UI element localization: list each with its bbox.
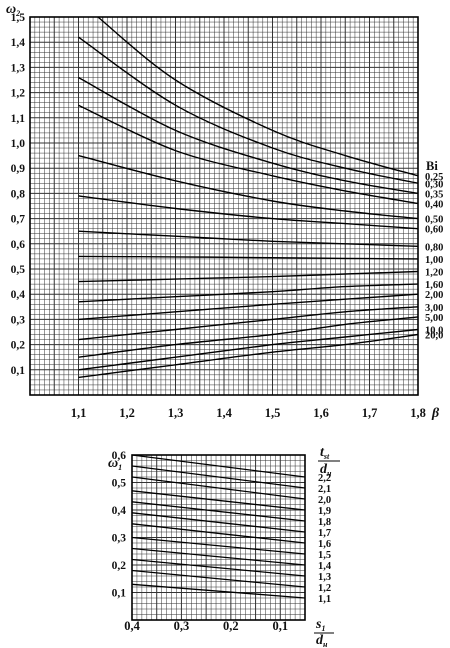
series-label-ratio: 1,6 (318, 539, 331, 550)
series-line-bi (78, 270, 419, 283)
series-line-bi (78, 333, 419, 379)
series-line-ratio (131, 547, 306, 566)
y-tick-label: 1,0 (11, 138, 26, 150)
y-tick-label: 0,1 (112, 588, 127, 600)
series-line-ratio (131, 490, 306, 511)
series-line-bi (78, 154, 419, 220)
y-tick-label: 0,4 (112, 505, 127, 517)
chart-omega2-vs-beta: 0,250,300,350,400,500,600,801,001,201,60… (6, 2, 443, 421)
series-line-ratio (131, 523, 306, 544)
x-tick-label: 1,7 (362, 406, 378, 420)
series-label-ratio: 1,3 (318, 572, 331, 583)
x-axis-label: β (431, 406, 440, 421)
y-tick-label: 0,3 (11, 314, 26, 326)
series-line-bi (78, 76, 419, 195)
series-line-ratio (131, 454, 306, 478)
x-axis-label-numerator: s1 (315, 617, 325, 633)
series-label-ratio: 2,0 (318, 495, 331, 506)
series-line-bi (78, 230, 419, 247)
y-tick-label: 0,5 (112, 478, 127, 490)
y-axis-label: ω1 (108, 456, 122, 472)
series-label-ratio: 2,1 (318, 484, 331, 495)
y-tick-label: 0,9 (11, 163, 26, 175)
y-tick-label: 0,3 (112, 533, 127, 545)
series-label-bi: 1,20 (425, 268, 443, 279)
y-tick-label: 0,5 (11, 264, 26, 276)
series-label-ratio: 1,1 (318, 594, 331, 605)
series-label-bi: 0,25 (425, 172, 443, 183)
series-line-bi (78, 283, 419, 303)
y-tick-label: 0,4 (11, 289, 26, 301)
y-tick-label: 1,1 (11, 113, 26, 125)
series-label-ratio: 1,4 (318, 561, 332, 572)
series-label-ratio: 1,9 (318, 506, 331, 517)
y-tick-label: 1,2 (11, 88, 26, 100)
x-tick-label: 1,6 (313, 406, 329, 420)
series-label-ratio: 1,7 (318, 528, 331, 539)
y-tick-label: 0,7 (11, 214, 26, 226)
series-label-bi: 0,60 (425, 225, 443, 236)
series-label-bi: 0,80 (425, 242, 443, 253)
x-tick-label: 1,2 (119, 406, 135, 420)
series-line-ratio (131, 501, 306, 522)
y-tick-label: 0,2 (112, 560, 127, 572)
series-line-ratio (131, 536, 306, 555)
series-label-bi: 2,00 (425, 290, 443, 301)
series-line-ratio (131, 558, 306, 577)
series-label-bi: 5,00 (425, 313, 443, 324)
series-line-ratio (131, 465, 306, 489)
y-tick-label: 0,2 (11, 340, 26, 352)
x-tick-label: 1,1 (71, 406, 87, 420)
legend-label-numerator: tst (320, 445, 330, 461)
series-label-ratio: 1,8 (318, 517, 331, 528)
series-label-bi: 0,30 (425, 179, 443, 190)
series-label-ratio: 1,5 (318, 550, 331, 561)
series-label-bi: 0,40 (425, 199, 443, 210)
series-label-bi: 3,00 (425, 303, 443, 314)
x-tick-label: 0,4 (124, 619, 140, 633)
series-line-ratio (131, 512, 306, 533)
series-label-bi: 20,0 (425, 331, 443, 342)
series-line-ratio (131, 583, 306, 599)
legend-label-denominator: dн (320, 462, 332, 478)
legend-title: Bi (426, 159, 438, 173)
grid-line-top-frame (29, 16, 419, 396)
y-tick-label: 0,8 (11, 188, 26, 200)
series-line-bi (78, 316, 419, 358)
y-tick-label: 1,4 (11, 37, 26, 49)
y-tick-label: 0,6 (11, 239, 26, 251)
x-tick-label: 1,5 (265, 406, 281, 420)
series-label-bi: 0,50 (425, 215, 443, 226)
series-line-bi (78, 255, 419, 260)
series-label-bi: 1,60 (425, 280, 443, 291)
series-label-ratio: 2,2 (318, 473, 331, 484)
series-line-bi (78, 104, 419, 205)
x-tick-label: 1,4 (216, 406, 232, 420)
series-line-ratio (131, 476, 306, 500)
series-line-ratio (131, 569, 306, 588)
x-tick-label: 0,2 (223, 619, 239, 633)
series-line-bi (97, 16, 419, 177)
y-tick-label: 0,6 (112, 450, 127, 462)
series-line-bi (78, 328, 419, 371)
x-tick-label: 0,1 (272, 619, 288, 633)
chart-omega1-vs-s1-dn: 2,22,12,01,91,81,71,61,51,41,31,21,1 0,1 0… (108, 445, 340, 648)
series-label-bi: 1,00 (425, 255, 443, 266)
x-axis-label-denominator: dн (316, 633, 328, 648)
series-line-bi (78, 195, 419, 230)
y-axis-label: ω2 (6, 2, 20, 18)
series-label-bi: 10,0 (425, 325, 443, 336)
series-line-bi (78, 293, 419, 321)
y-tick-label: 1,5 (11, 12, 26, 24)
x-tick-label: 1,3 (168, 406, 184, 420)
y-tick-label: 0,1 (11, 365, 26, 377)
x-tick-label: 1,8 (410, 406, 426, 420)
series-label-bi: 0,35 (425, 189, 443, 200)
series-line-bi (78, 306, 419, 341)
series-label-ratio: 1,2 (318, 583, 331, 594)
x-tick-label: 0,3 (174, 619, 190, 633)
y-tick-label: 1,3 (11, 62, 26, 74)
series-line-bi (78, 36, 419, 184)
